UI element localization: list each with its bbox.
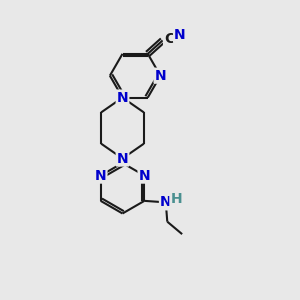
Text: N: N (160, 195, 172, 209)
Text: C: C (164, 32, 174, 46)
Text: N: N (117, 152, 128, 166)
Text: H: H (170, 192, 182, 206)
Text: N: N (139, 169, 150, 183)
Text: N: N (174, 28, 186, 42)
Text: N: N (95, 169, 106, 183)
Text: N: N (154, 69, 166, 83)
Text: N: N (117, 91, 128, 105)
